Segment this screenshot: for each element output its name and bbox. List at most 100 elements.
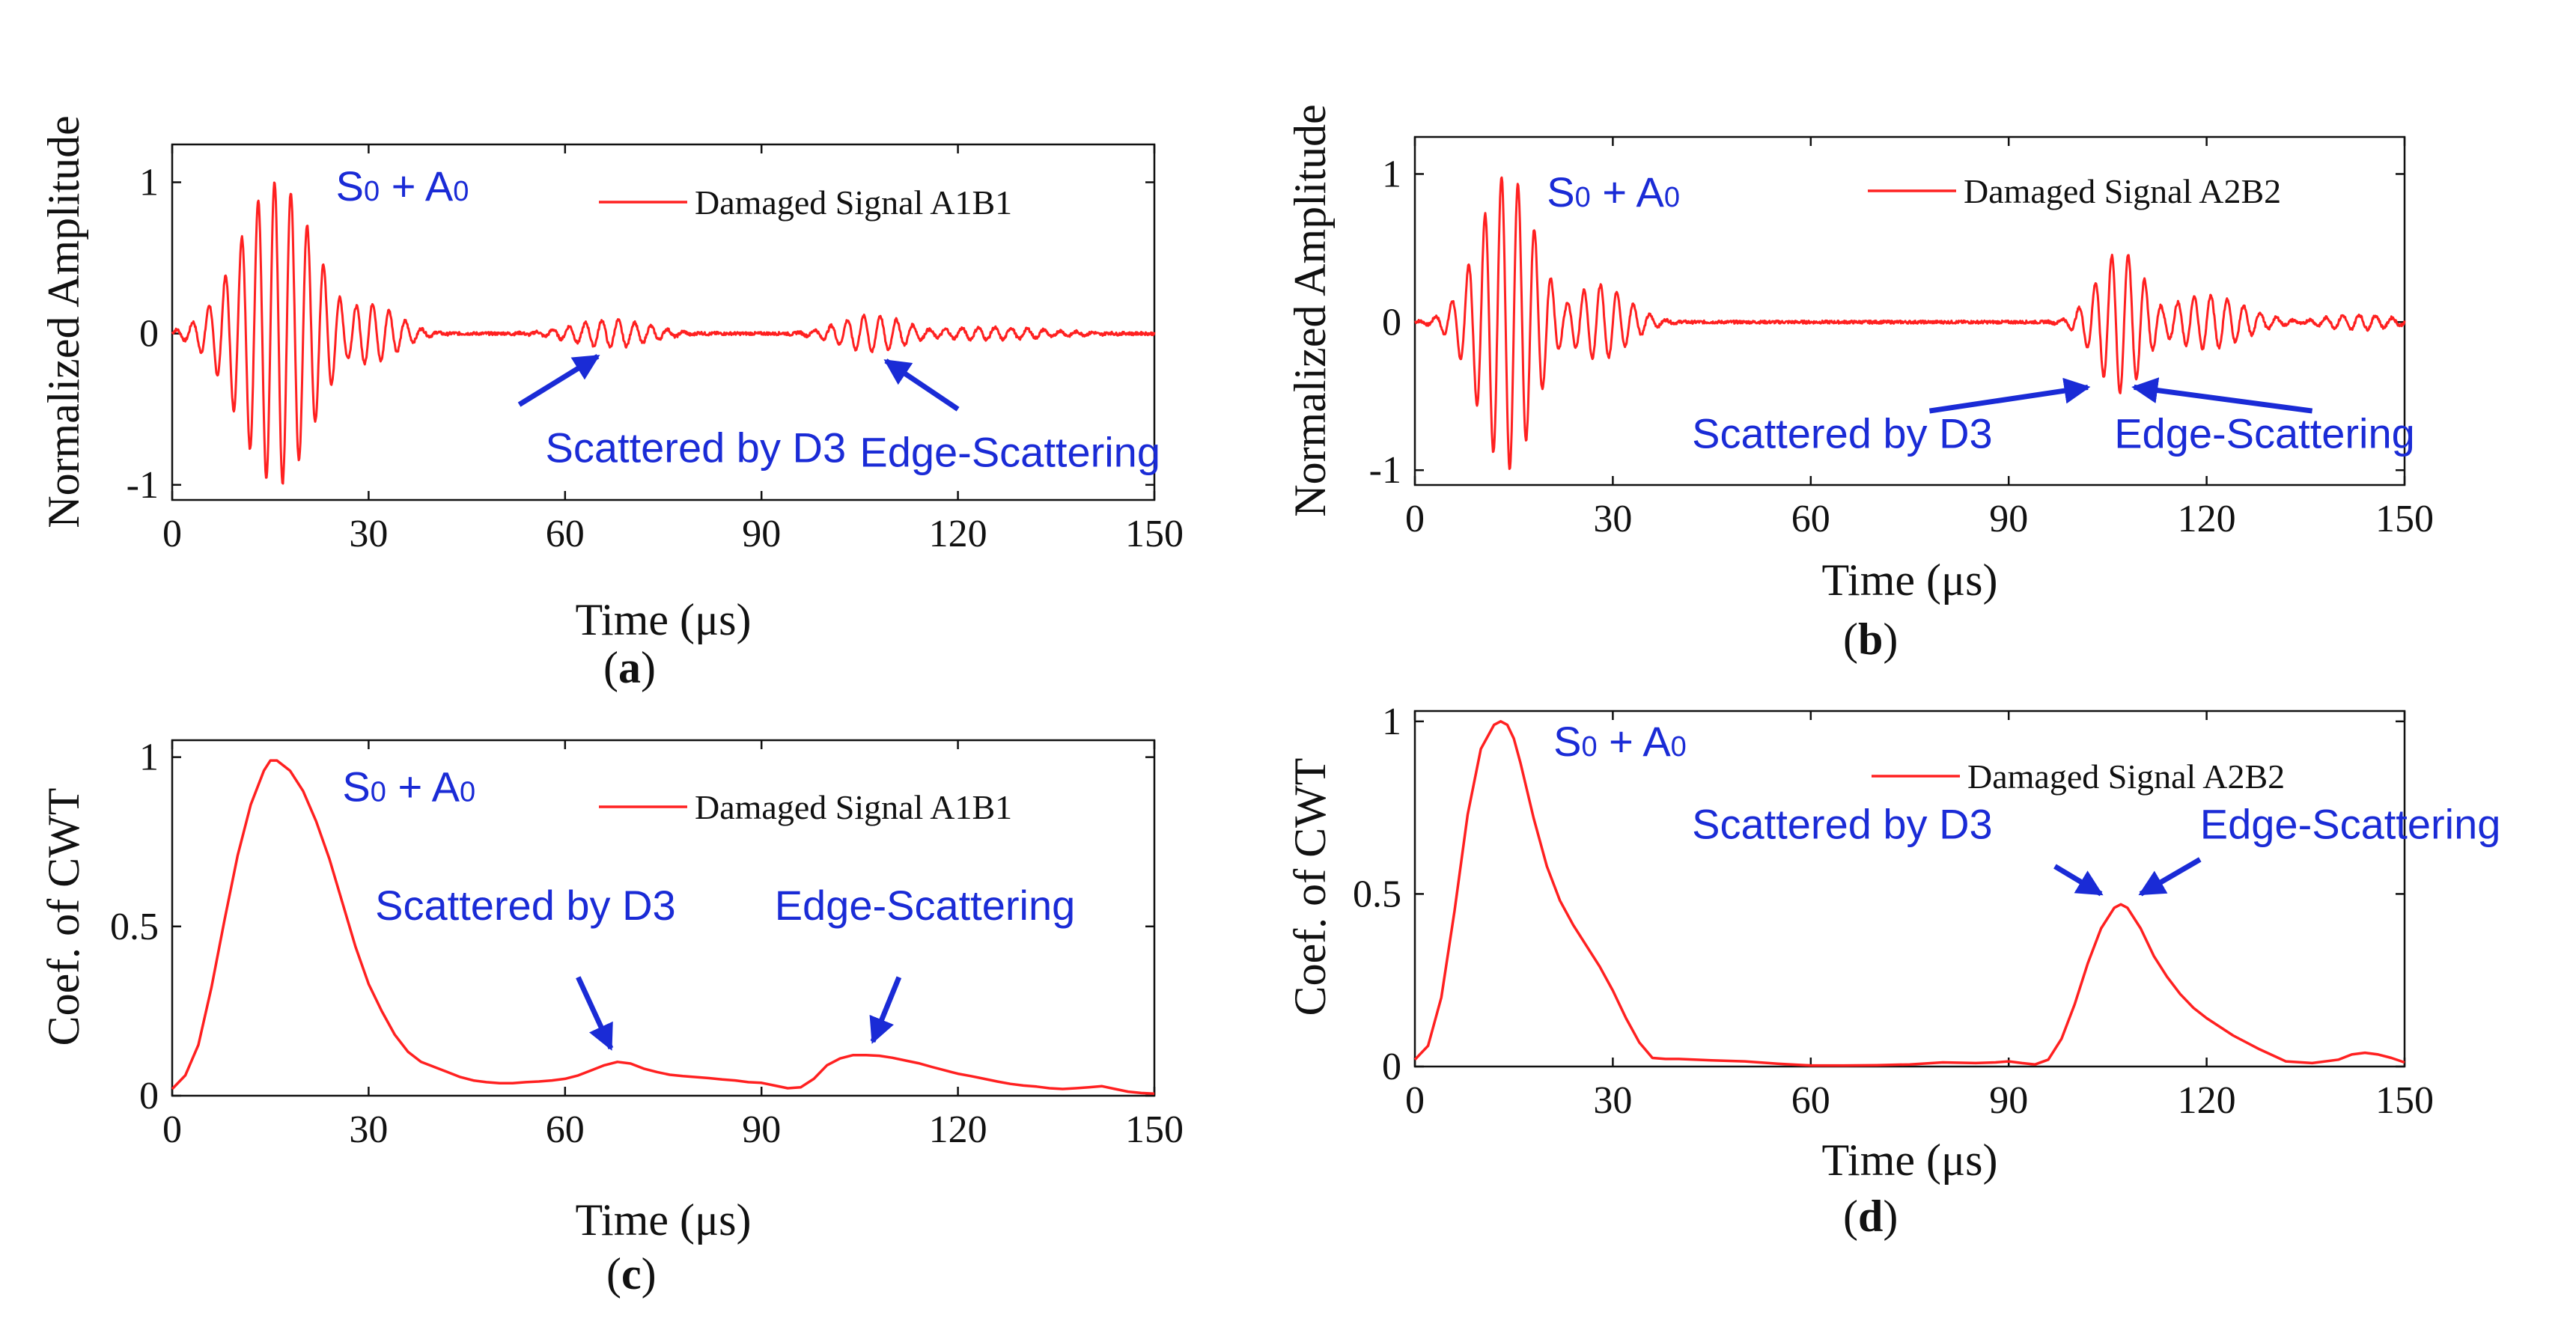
x-tick-label: 150 [2375,1079,2434,1122]
legend: Damaged Signal A1B1 [599,788,1012,826]
x-tick-labels: 0 30 60 90 120 150 [1405,137,2434,540]
series-group [1413,720,2405,1067]
annotation-label: Scattered by D3 [1692,410,1993,457]
annotation-label: Edge-Scattering [859,429,1160,476]
panel-label: (d) [1843,1192,1898,1241]
plot-frame [1413,135,2406,486]
panel-label: (a) [603,643,656,692]
x-tick-label: 90 [742,513,781,555]
y-tick-label: 1 [139,162,159,204]
panel-d: 0 30 60 90 120 150 00.51 Damaged Signal A2B2 … [1285,701,2500,1241]
mode-label: S0 + A0 [1553,718,1687,765]
y-tick-label: 0 [139,313,159,356]
x-axis-label: Time (μs) [1822,555,1998,605]
x-tick-label: 120 [2178,1079,2236,1122]
x-axis-label: Time (μs) [576,595,752,644]
series-group [171,759,1155,1096]
annotations: S0 + A0 Scattered by D3 Edge-Scattering [342,763,1076,1051]
y-tick-labels: 00.51 [110,736,1154,1117]
plot-frame [1413,710,2406,1068]
mode-label: S0 + A0 [1547,168,1680,216]
annotations: S0 + A0 Scattered by D3 Edge-Scattering [336,162,1160,476]
x-tick-label: 30 [1593,498,1632,540]
x-tick-label: 30 [1593,1079,1632,1122]
x-tick-label: 60 [546,513,585,555]
annotation-arrow [1928,377,2091,414]
annotation-arrow [2053,864,2104,897]
panel-label: (c) [606,1249,657,1299]
y-tick-labels: -1 0 1 [127,162,1154,507]
series-group [171,181,1156,485]
x-tick-label: 60 [546,1108,585,1151]
legend: Damaged Signal A2B2 [1872,757,2285,796]
annotations: S0 + A0 Scattered by D3 Edge-Scattering [1547,168,2415,457]
x-tick-label: 150 [1125,1108,1184,1151]
x-tick-label: 0 [1405,1079,1425,1122]
y-axis-label: Coef. of CWT [1285,758,1335,1016]
x-tick-labels: 0 30 60 90 120 150 [1405,711,2434,1122]
y-tick-label: 0 [139,1075,159,1117]
x-tick-label: 60 [1791,1079,1830,1122]
panel-letter: b [1858,614,1883,664]
annotation-label: Scattered by D3 [1692,801,1993,848]
mode-label: S0 + A0 [342,763,475,810]
x-tick-label: 0 [1405,498,1425,540]
x-tick-label: 120 [929,1108,987,1151]
x-tick-label: 90 [742,1108,781,1151]
annotation-arrow [2131,377,2313,414]
panel-letter: d [1858,1192,1883,1241]
y-tick-label: -1 [1369,449,1401,492]
y-axis-label: Normalized Amplitude [1285,104,1335,517]
annotation-label: Scattered by D3 [546,424,847,471]
legend-label: Damaged Signal A2B2 [1964,172,2281,210]
series-line [1413,720,2405,1067]
annotation-label: Edge-Scattering [775,882,1076,929]
x-tick-label: 150 [1125,513,1184,555]
panel-b: 0 30 60 90 120 150 -101 Damaged Signal A2B2 S… [1285,104,2434,664]
y-tick-label: 1 [1382,153,1401,195]
y-tick-label: 0.5 [110,906,159,948]
annotation-arrow [517,353,600,407]
panel-label: (b) [1843,614,1898,664]
x-axis-label: Time (μs) [576,1195,752,1245]
series-line [1414,176,2406,470]
x-axis-label: Time (μs) [1822,1135,1998,1185]
y-tick-label: 1 [1382,701,1401,743]
x-tick-labels: 0 30 60 90 120 150 [162,740,1184,1151]
x-tick-label: 90 [1989,1079,2028,1122]
x-tick-label: 30 [349,1108,388,1151]
plot-frame [171,143,1156,501]
x-tick-labels: 0 30 60 90 120 150 [162,144,1184,555]
annotation-label: Edge-Scattering [2114,410,2415,457]
x-tick-label: 0 [162,1108,182,1151]
x-tick-label: 30 [349,513,388,555]
annotation-arrow [869,976,902,1044]
y-tick-label: 0 [1382,1046,1401,1088]
x-tick-label: 60 [1791,498,1830,540]
series-group [1414,176,2406,470]
y-tick-labels: 00.51 [1353,701,2405,1088]
annotation-label: Edge-Scattering [2200,801,2501,848]
x-tick-label: 90 [1989,498,2028,540]
series-line [171,181,1156,485]
plot-frame [171,739,1156,1097]
y-tick-labels: -1 0 1 [1369,153,2405,492]
series-line [171,759,1155,1096]
mode-label: S0 + A0 [336,162,469,210]
x-tick-label: 120 [2178,498,2236,540]
y-tick-label: -1 [127,464,159,507]
legend-label: Damaged Signal A2B2 [1967,757,2285,796]
legend: Damaged Signal A2B2 [1868,172,2281,210]
y-axis-label: Coef. of CWT [39,788,88,1046]
legend: Damaged Signal A1B1 [599,183,1012,222]
annotation-label: Scattered by D3 [375,882,676,929]
panel-c: 0 30 60 90 120 150 00.51 Damaged Signal A1B1 … [39,736,1184,1299]
x-tick-label: 0 [162,513,182,555]
annotation-arrow [883,359,960,412]
annotation-arrow [2138,857,2202,897]
panel-a: 0 30 60 90 120 150 -101 Damaged Signal A1B1 S… [39,115,1184,692]
legend-label: Damaged Signal A1B1 [695,788,1012,826]
annotation-arrow [576,976,614,1051]
